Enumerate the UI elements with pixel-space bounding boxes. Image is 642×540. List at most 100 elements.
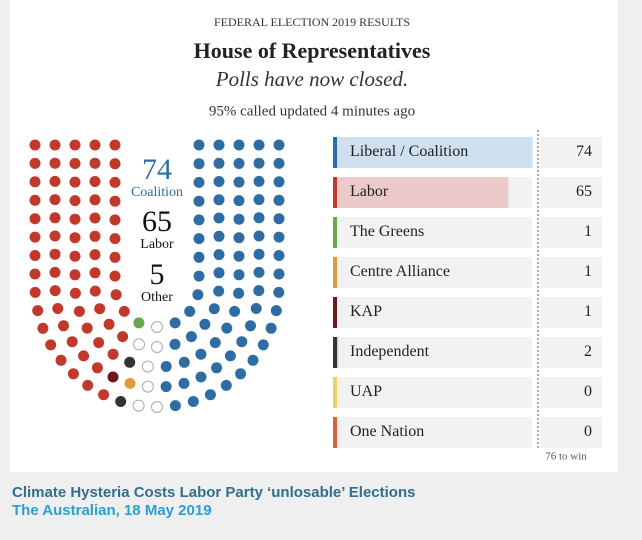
seat-dot [29, 139, 41, 151]
seat-dot [66, 336, 78, 348]
seat-dot [253, 266, 265, 278]
party-seats: 74 [576, 143, 592, 160]
seat-dot [132, 399, 145, 412]
seat-dot [169, 317, 181, 329]
kicker: FEDERAL ELECTION 2019 RESULTS [214, 15, 410, 29]
seat-dot [89, 157, 101, 169]
party-stripe [333, 177, 337, 208]
seat-dot [82, 379, 94, 391]
seat-dot [29, 157, 41, 169]
row-background [333, 257, 532, 288]
seat-dot [69, 195, 81, 207]
party-name: Labor [350, 183, 389, 200]
caption-source: The Australian, 18 May 2019 [12, 502, 212, 519]
seat-dot [29, 213, 41, 225]
seat-dot [184, 305, 196, 317]
seat-dot [193, 195, 205, 207]
seat-dot [233, 269, 245, 281]
seat-dot [93, 337, 105, 349]
win-label: 76 to win [545, 451, 587, 463]
seat-bar [333, 177, 509, 208]
seat-dot [109, 251, 121, 263]
seat-dot [192, 289, 204, 301]
seat-dot [178, 377, 190, 389]
seat-dot [37, 322, 49, 334]
party-seats: 1 [584, 263, 592, 280]
seat-dot [213, 212, 225, 224]
seat-dot [89, 267, 101, 279]
summary-value: 5 [150, 258, 165, 291]
seat-dot [160, 381, 172, 393]
seat-dot [107, 348, 119, 360]
row-background [333, 297, 532, 328]
party-stripe [333, 377, 337, 408]
seat-dot [253, 212, 265, 224]
value-box [540, 217, 602, 248]
seat-dot [211, 362, 223, 374]
seat-dot [233, 213, 245, 225]
seat-dot [55, 354, 67, 366]
seat-dot [193, 251, 205, 263]
party-seats: 2 [584, 343, 592, 360]
seat-dot [195, 348, 207, 360]
seat-dot [209, 337, 221, 349]
seat-dot [253, 175, 265, 187]
seat-dot [94, 303, 106, 315]
value-box [540, 177, 602, 208]
subtitle: Polls have now closed. [215, 67, 408, 91]
seat-dot [253, 157, 265, 169]
seat-dot [110, 289, 122, 301]
seat-dot [213, 249, 225, 261]
party-name: KAP [350, 303, 382, 320]
seat-dot [109, 214, 121, 226]
party-name: Centre Alliance [350, 263, 450, 280]
seat-dot [89, 230, 101, 242]
caption-headline: Climate Hysteria Costs Labor Party ‘unlo… [12, 484, 415, 501]
seat-dot [69, 176, 81, 188]
seat-dot [91, 362, 103, 374]
seat-dot [49, 230, 61, 242]
party-stripe [333, 417, 337, 448]
party-seats: 1 [584, 303, 592, 320]
seat-dot [233, 158, 245, 169]
seat-dot [49, 285, 61, 297]
seat-dot [178, 356, 190, 368]
seat-dot [49, 212, 61, 224]
seat-dot [204, 389, 216, 401]
seat-dot [273, 213, 285, 225]
seat-dot [220, 379, 232, 391]
seat-dot [32, 305, 44, 317]
seat-dot [273, 250, 285, 261]
seat-dot [124, 356, 136, 368]
row-background [333, 217, 532, 248]
seat-dot [208, 303, 220, 315]
seat-dot [193, 233, 205, 245]
seat-dot [117, 331, 129, 343]
summary-value: 74 [142, 153, 172, 186]
seat-dot [273, 268, 285, 280]
seat-dot [109, 139, 121, 151]
seat-dot [49, 194, 61, 206]
seat-dot [133, 317, 145, 329]
seat-dot [49, 139, 61, 151]
seat-dot [89, 212, 101, 224]
seat-dot [253, 248, 265, 260]
seat-dot [89, 194, 101, 206]
summary-label: Coalition [131, 185, 183, 200]
seat-dot [253, 230, 265, 242]
seat-dot [69, 250, 81, 262]
party-seats: 0 [584, 423, 592, 440]
row-background [333, 337, 532, 368]
row-background [333, 417, 532, 448]
seat-dot [141, 380, 154, 393]
seat-dot [45, 339, 57, 351]
seat-dot [221, 322, 233, 334]
party-seats: 65 [576, 183, 592, 200]
seat-dot [273, 194, 285, 206]
seat-dot [69, 158, 81, 169]
party-stripe [333, 137, 337, 168]
seat-dot [109, 270, 121, 282]
seat-dot [213, 285, 225, 297]
seat-dot [187, 396, 199, 407]
